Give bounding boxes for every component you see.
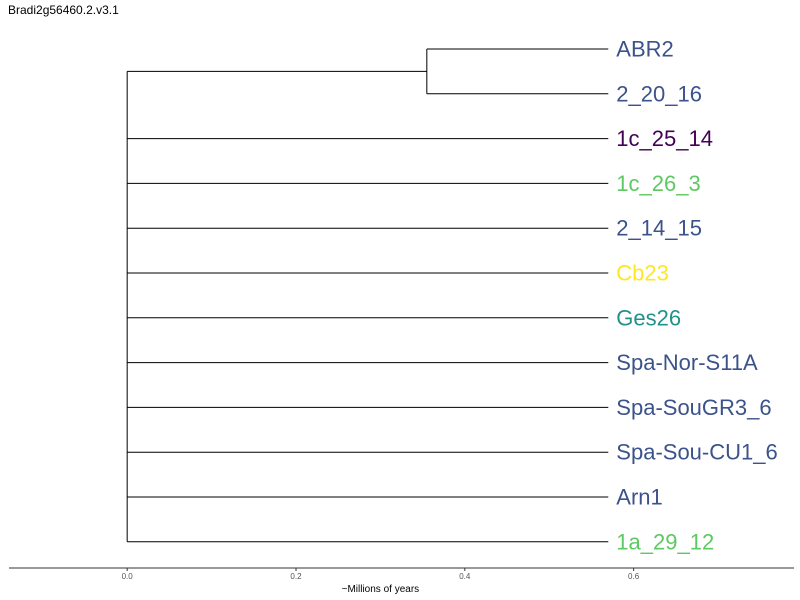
x-tick-label: 0.2 (290, 572, 302, 581)
x-tick-label: 0.0 (122, 572, 134, 581)
leaf-label: Ges26 (616, 305, 681, 330)
leaf-label: 1c_26_3 (616, 171, 700, 196)
leaf-label: 1a_29_12 (616, 529, 714, 554)
x-axis-title: ~Millions of years (342, 584, 420, 595)
page-title: Bradi2g56460.2.v3.1 (8, 3, 119, 17)
leaf-label: Spa-Sou-CU1_6 (616, 440, 777, 465)
x-axis-ticks: 0.0 0.2 0.4 0.6 (122, 568, 640, 581)
leaf-label: Spa-Nor-S11A (616, 350, 758, 375)
leaf-label: Arn1 (616, 485, 662, 510)
leaf-label: Cb23 (616, 261, 669, 286)
leaf-label: ABR2 (616, 37, 673, 62)
leaf-label: 1c_25_14 (616, 126, 713, 151)
x-tick-label: 0.4 (459, 572, 471, 581)
tree-branches (126, 48, 609, 543)
leaf-label: Spa-SouGR3_6 (616, 395, 771, 420)
leaf-label: 2_14_15 (616, 216, 702, 241)
leaf-labels: ABR2 2_20_16 1c_25_14 1c_26_3 2_14_15 Cb23 Ges… (616, 37, 777, 555)
x-tick-label: 0.6 (628, 572, 640, 581)
leaf-label: 2_20_16 (616, 81, 702, 106)
